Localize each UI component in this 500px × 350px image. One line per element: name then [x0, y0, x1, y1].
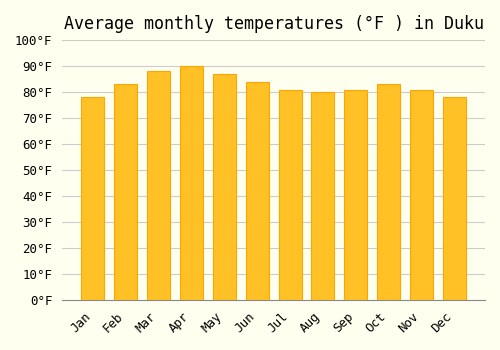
Bar — [213, 74, 236, 300]
Bar — [82, 97, 104, 300]
Bar — [114, 84, 138, 300]
Bar — [147, 71, 170, 300]
Bar — [312, 92, 334, 300]
Bar — [377, 84, 400, 300]
Bar — [180, 66, 203, 300]
Bar — [344, 90, 367, 300]
Bar — [443, 97, 466, 300]
Bar — [246, 82, 268, 300]
Bar — [410, 90, 433, 300]
Title: Average monthly temperatures (°F ) in Duku: Average monthly temperatures (°F ) in Du… — [64, 15, 484, 33]
Bar — [278, 90, 301, 300]
